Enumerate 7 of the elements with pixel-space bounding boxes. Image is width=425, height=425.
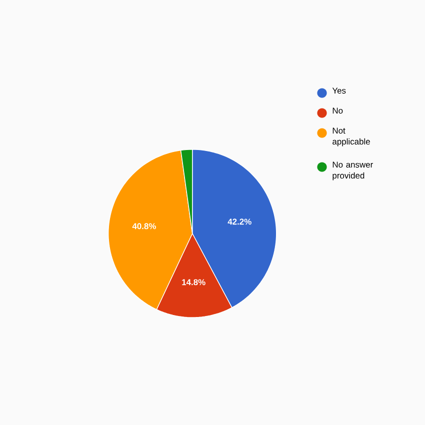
data-label: 42.2% [228, 218, 252, 225]
legend-label: Yes [332, 88, 346, 94]
data-label: 14.8% [182, 279, 206, 286]
legend-label: No [332, 108, 343, 114]
legend-label: Not applicable [332, 128, 370, 146]
legend-label: No answer provided [332, 162, 373, 180]
data-label: 40.8% [132, 223, 156, 230]
